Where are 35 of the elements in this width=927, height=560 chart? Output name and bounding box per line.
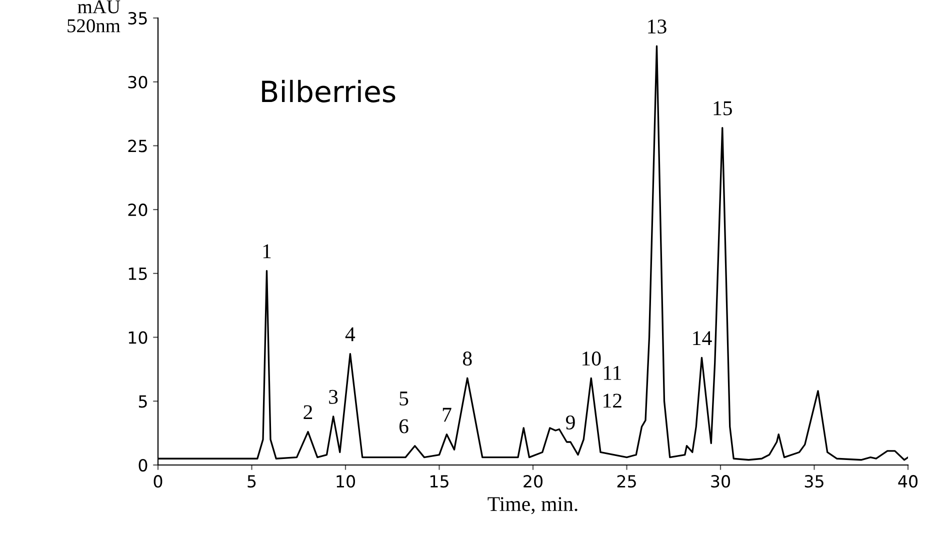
annotation: 4 [345, 327, 356, 342]
annotation: 1 [263, 244, 271, 258]
annotation: 7 [442, 408, 452, 422]
annotation: 9 [566, 415, 575, 430]
x-tick-label: 0 [154, 475, 162, 488]
annotation: 11 [604, 366, 621, 380]
annotation: 2 [304, 405, 312, 420]
x-tick-label: 35 [804, 475, 824, 488]
annotation: 13 [648, 20, 666, 34]
annotation: 12 [604, 394, 622, 408]
y-tick-label: 10 [128, 331, 148, 344]
y-tick-label: 20 [128, 204, 148, 216]
y-axis-title: mAU 520nm [68, 0, 120, 32]
annotation: 14 [693, 331, 712, 345]
annotation: 5 [400, 392, 408, 406]
annotation: 15 [714, 101, 732, 116]
annotation: 3 [329, 390, 338, 404]
y-tick-label: 35 [128, 12, 147, 25]
x-tick-label: 40 [898, 475, 918, 488]
x-tick-label: 30 [711, 475, 730, 488]
y-tick-label: 30 [128, 76, 148, 88]
y-tick-label: 25 [128, 140, 147, 152]
y-tick-label: 0 [138, 458, 148, 472]
x-tick-label: 10 [336, 475, 355, 488]
x-tick-label: 20 [524, 475, 542, 488]
y-tick-label: 15 [128, 268, 147, 280]
x-tick-label: 15 [430, 475, 448, 488]
x-tick-label: 5 [248, 475, 256, 488]
annotation: 8 [462, 352, 472, 366]
y-tick-label: 5 [138, 395, 147, 408]
x-tick-label: 25 [617, 475, 636, 488]
annotation: Bilberries [262, 80, 396, 102]
x-axis-title: Time, min. [488, 497, 578, 514]
annotation: 6 [399, 419, 408, 434]
annotation: 10 [582, 352, 601, 366]
